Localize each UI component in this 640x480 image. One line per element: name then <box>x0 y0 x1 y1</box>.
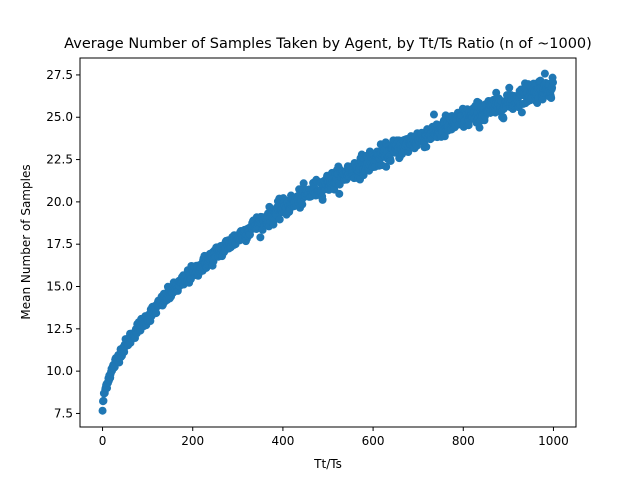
data-point <box>386 156 395 165</box>
y-axis-ticks: 7.5 10.0 12.5 15.0 17.5 20.0 22.5 25.0 27.5 <box>46 68 80 420</box>
plot-area-frame <box>79 57 577 428</box>
data-point <box>499 114 508 123</box>
x-tick-label: 200 <box>181 434 204 448</box>
data-point <box>540 69 549 78</box>
y-tick-label: 22.5 <box>46 153 73 167</box>
y-tick-label: 7.5 <box>54 406 73 420</box>
chart-title: Average Number of Samples Taken by Agent… <box>64 36 592 52</box>
y-tick-label: 10.0 <box>46 364 73 378</box>
data-point <box>275 215 284 224</box>
data-point <box>318 195 327 204</box>
data-point <box>299 179 308 188</box>
data-point <box>298 200 307 209</box>
y-tick-label: 25.0 <box>46 110 73 124</box>
y-tick-label: 20.0 <box>46 195 73 209</box>
x-axis-label: Tt/Ts <box>313 457 342 471</box>
x-tick-label: 600 <box>362 434 385 448</box>
data-point <box>547 94 556 102</box>
data-points <box>98 69 557 415</box>
x-tick-label: 800 <box>452 434 475 448</box>
data-point <box>99 396 108 405</box>
data-point <box>98 406 107 415</box>
y-tick-label: 17.5 <box>46 237 73 251</box>
x-axis-ticks: 0 200 400 600 800 1000 <box>99 427 569 448</box>
data-point <box>475 123 484 132</box>
data-point <box>538 95 547 104</box>
data-point <box>464 121 473 130</box>
y-axis-label: Mean Number of Samples <box>19 164 33 319</box>
data-point <box>505 83 514 92</box>
y-tick-label: 12.5 <box>46 322 73 336</box>
data-point <box>422 142 431 151</box>
data-point <box>152 309 161 318</box>
y-tick-label: 15.0 <box>46 280 73 294</box>
data-point <box>256 233 265 242</box>
x-tick-label: 1000 <box>538 434 569 448</box>
data-point <box>517 108 526 117</box>
data-point <box>429 110 438 119</box>
x-tick-label: 0 <box>99 434 107 448</box>
x-tick-label: 400 <box>271 434 294 448</box>
data-point <box>549 78 557 87</box>
data-point <box>335 189 344 198</box>
data-point <box>382 162 391 171</box>
y-tick-label: 27.5 <box>46 68 73 82</box>
